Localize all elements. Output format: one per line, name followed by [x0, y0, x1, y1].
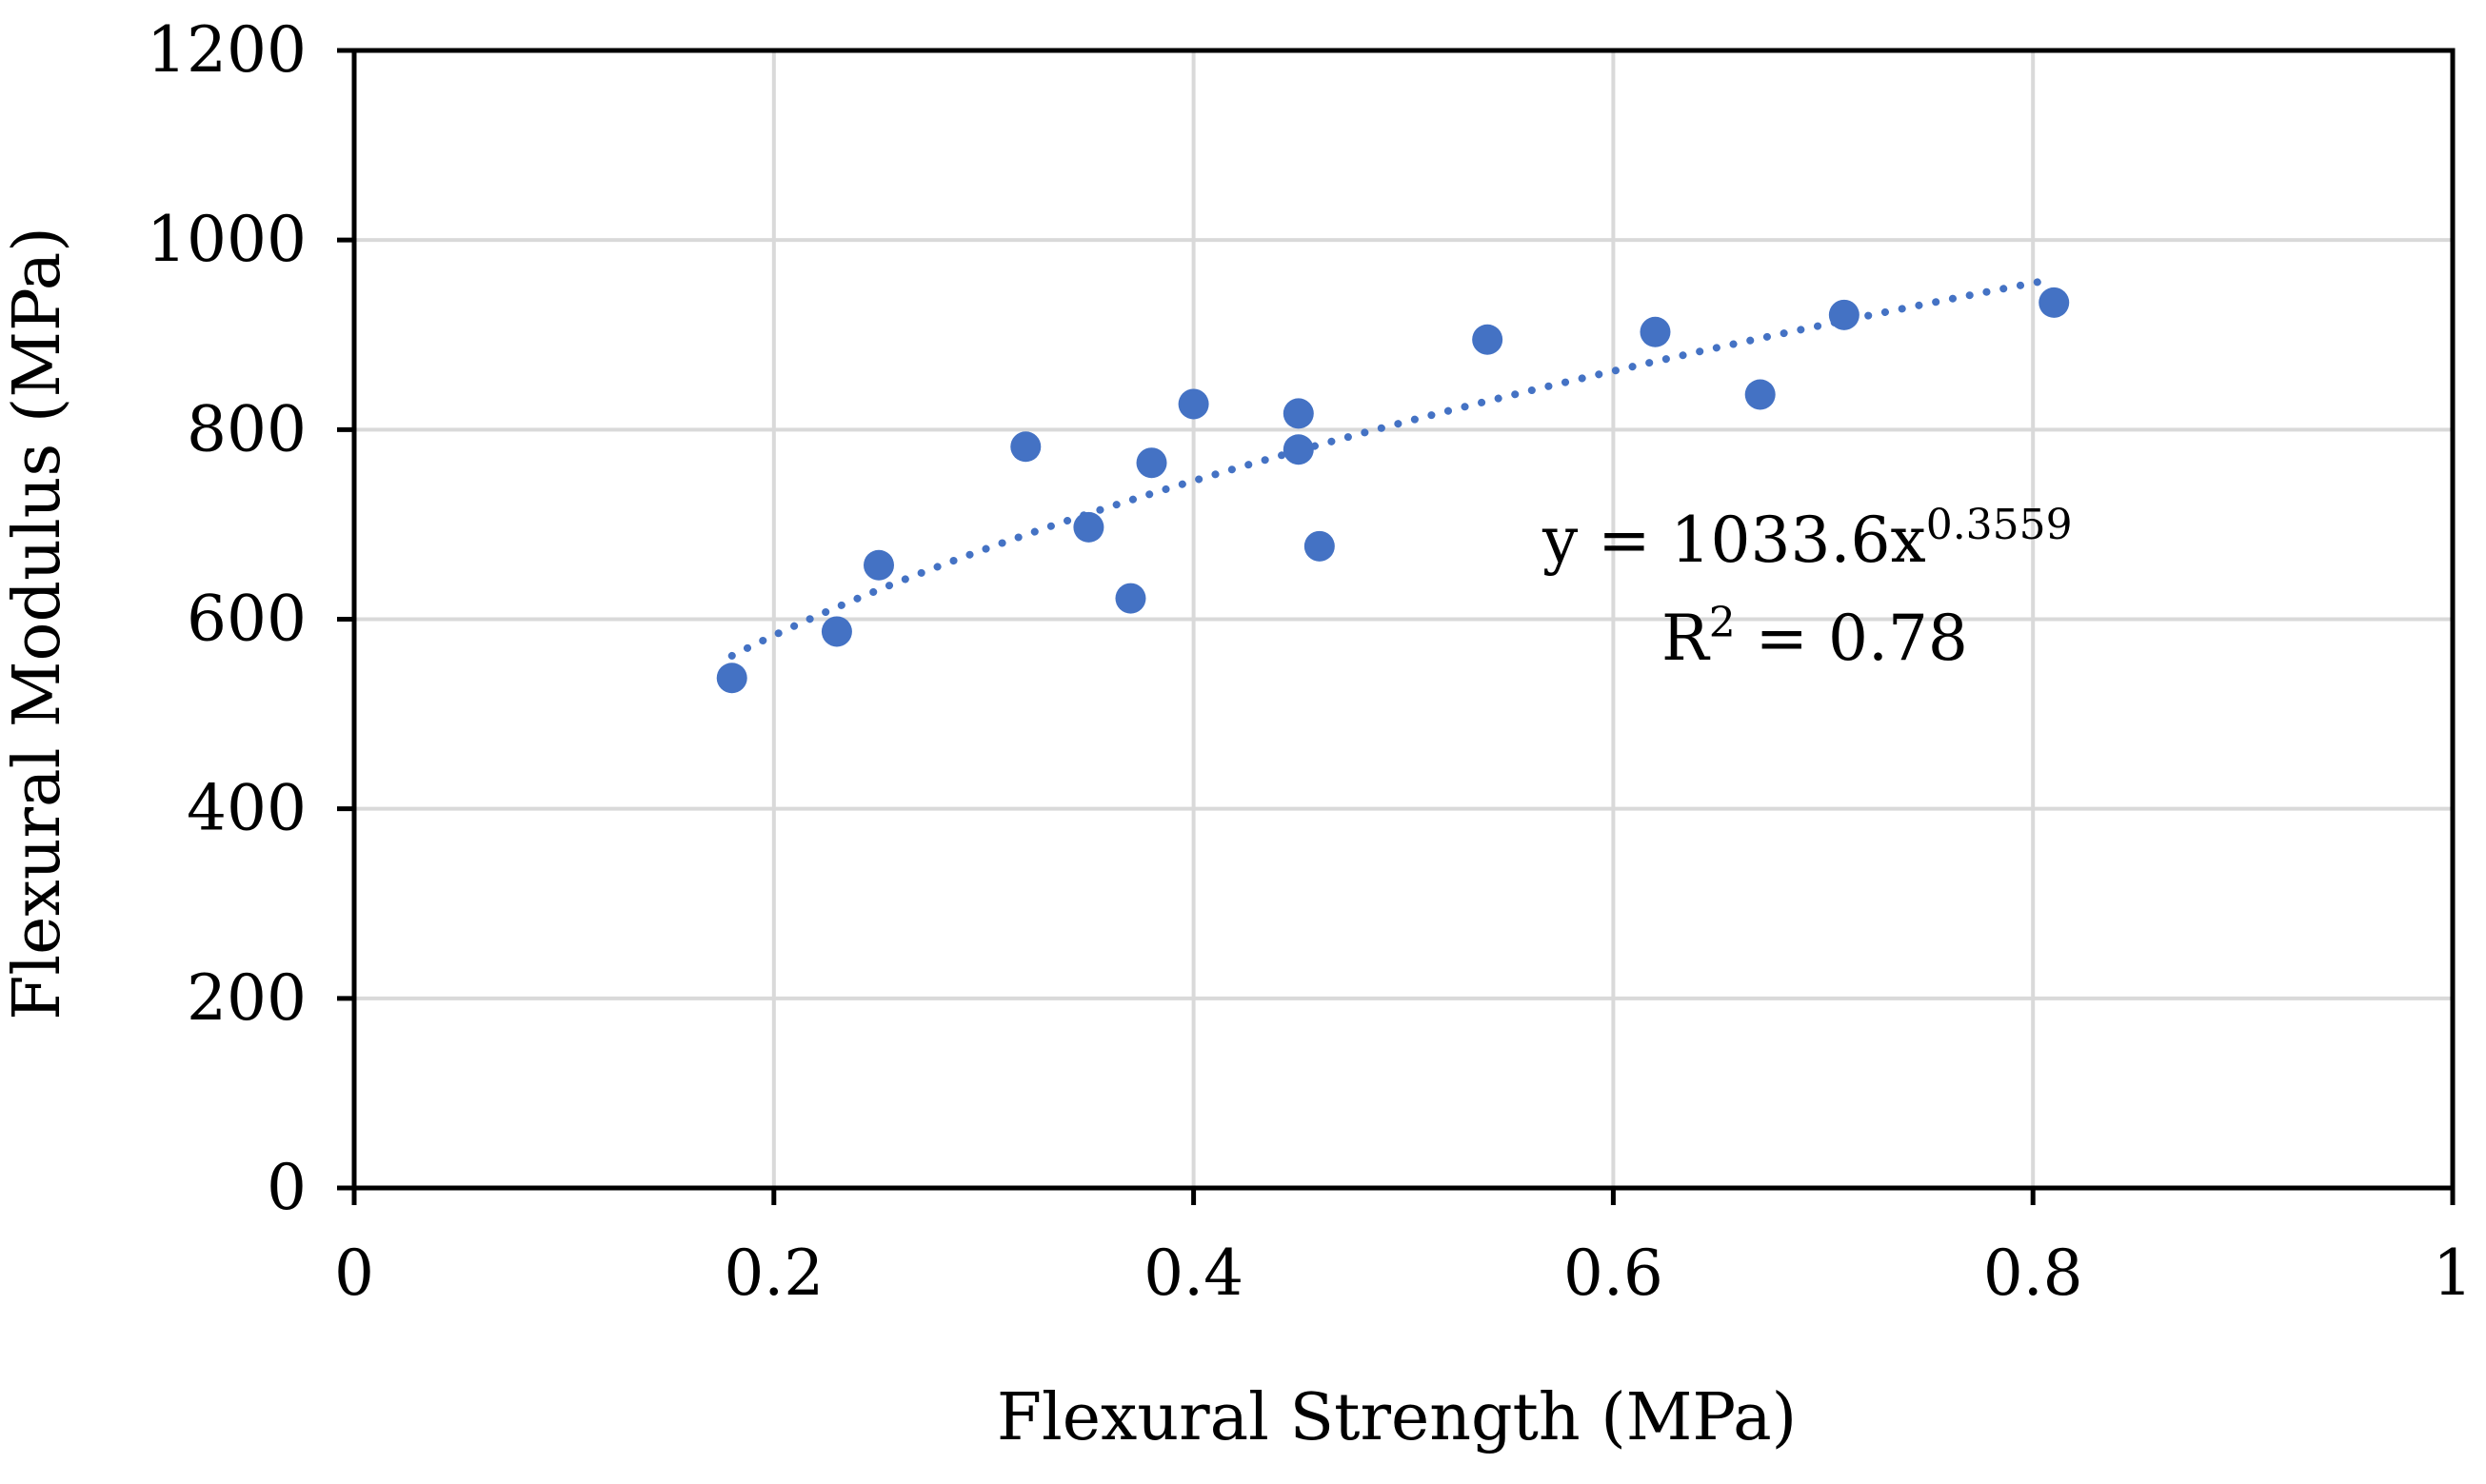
r-squared-superscript: 2	[1709, 599, 1736, 647]
trend-equation-base: y = 1033.6x	[1541, 504, 1926, 577]
trendline-layer	[727, 275, 2058, 660]
x-tick-label: 0.2	[724, 1237, 824, 1310]
x-tick-label: 1	[2433, 1237, 2473, 1310]
data-point	[864, 549, 894, 581]
data-point	[821, 616, 852, 647]
trend-equation: y = 1033.6x0.3559	[1541, 501, 2073, 577]
r-squared-value: = 0.78	[1736, 602, 1968, 675]
x-axis-title: Flexural Strength (MPa)	[997, 1380, 1797, 1455]
data-point	[1744, 379, 1776, 410]
y-tick-label: 800	[187, 392, 307, 465]
data-point	[1283, 398, 1314, 429]
trendline	[727, 275, 2058, 660]
y-tick-label: 0	[267, 1151, 307, 1224]
r-squared-label: R2 = 0.78	[1661, 599, 1968, 675]
x-tick-label: 0.6	[1563, 1237, 1663, 1310]
grid-lines	[354, 49, 2455, 1188]
data-points	[716, 287, 2070, 694]
x-tick-label: 0.8	[1983, 1237, 2083, 1310]
data-point	[716, 663, 747, 694]
axes	[337, 48, 2456, 1205]
y-axis-title: Flexural Modulus (MPa)	[0, 227, 75, 1020]
trend-equation-exponent: 0.3559	[1926, 501, 2073, 549]
tick-labels: 0 200 400 600 800 1000 1200 0 0.2 0.4 0.6 0.8 1	[147, 13, 2473, 1310]
data-point	[1115, 583, 1146, 614]
y-tick-label: 1000	[147, 203, 307, 276]
data-point	[1283, 434, 1314, 465]
data-point	[1472, 324, 1503, 355]
x-tick-label: 0	[334, 1237, 374, 1310]
r-squared-prefix: R	[1661, 602, 1711, 675]
x-tick-label: 0.4	[1144, 1237, 1243, 1310]
y-tick-label: 200	[187, 961, 307, 1035]
data-point	[1303, 530, 1335, 562]
data-point	[1828, 299, 1860, 330]
data-point	[1178, 388, 1209, 420]
data-point	[2039, 287, 2070, 318]
y-tick-label: 400	[187, 772, 307, 845]
y-tick-label: 1200	[147, 13, 307, 87]
y-tick-label: 600	[187, 583, 307, 656]
data-point	[1136, 447, 1167, 479]
data-point	[1640, 316, 1671, 347]
data-point	[1073, 511, 1104, 543]
data-point	[1010, 431, 1042, 463]
